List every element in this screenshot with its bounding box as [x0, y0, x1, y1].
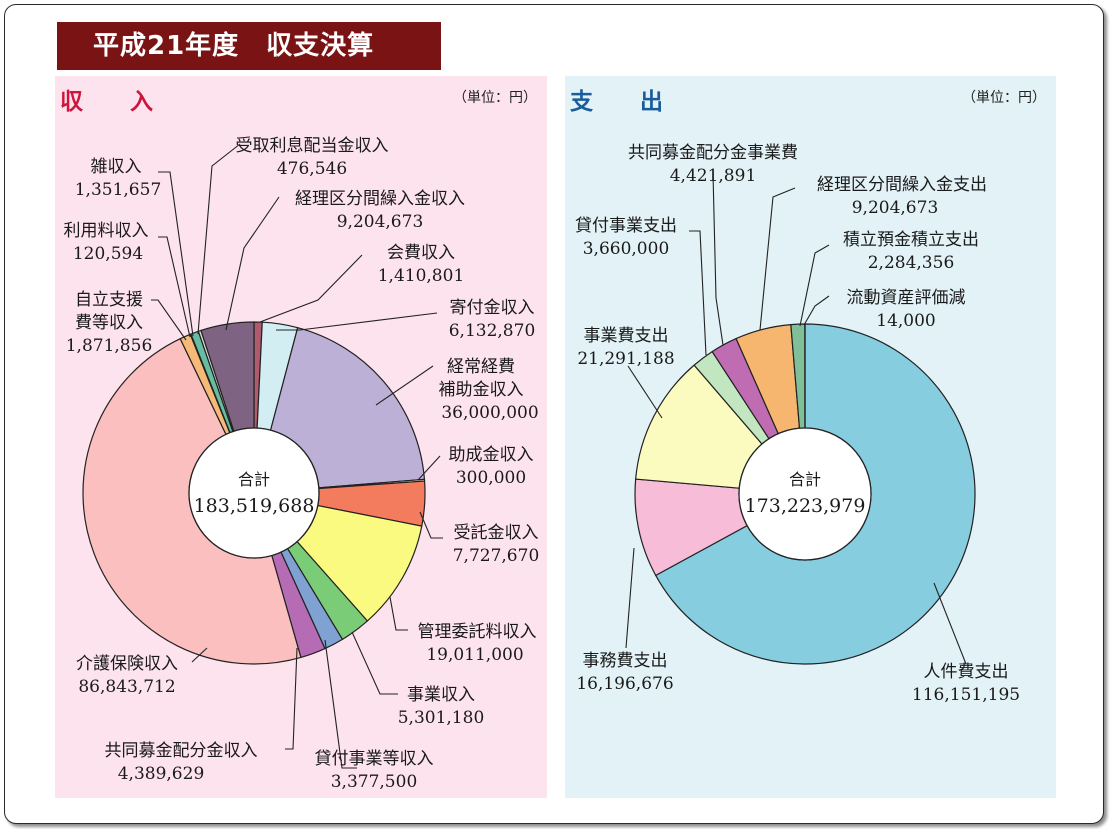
leader-kanri — [389, 596, 408, 631]
expense-label-name-3: 積立預金積立支出 — [843, 230, 979, 250]
income-label-name-7: 管理委託料収入 — [418, 622, 537, 642]
income-label-value-8: 5,301,180 — [398, 708, 485, 728]
income-label-name-11: 介護保険収入 — [76, 654, 178, 674]
leader-kifu — [276, 312, 438, 331]
income-label-value-2: 1,410,801 — [378, 266, 465, 286]
expense-label-value-2: 3,660,000 — [583, 239, 670, 259]
leader-kyodo — [285, 647, 298, 750]
expense-label-value-5: 21,291,188 — [577, 349, 674, 369]
expense-label-value-4: 14,000 — [876, 311, 935, 331]
leader-jutaku — [419, 511, 443, 539]
income-leader-lines — [151, 143, 443, 769]
income-label-value-11: 86,843,712 — [78, 677, 175, 697]
leader-zatsu — [158, 171, 194, 337]
expense-label-value-1: 9,204,673 — [852, 198, 939, 218]
leader-josei — [417, 455, 441, 481]
income-label-value-10: 4,389,629 — [118, 764, 205, 784]
income-label-name-9: 貸付事業等収入 — [315, 749, 434, 769]
expense-label-name-2: 貸付事業支出 — [575, 216, 677, 236]
income-label-value-5: 300,000 — [456, 468, 526, 488]
income-label-name-8: 事業収入 — [407, 685, 475, 705]
income-label-value-0: 476,546 — [277, 159, 347, 179]
expense-label-name-5: 事業費支出 — [584, 326, 669, 346]
income-label-name-0: 受取利息配当金収入 — [236, 136, 389, 156]
income-label-name-2: 会費収入 — [387, 243, 455, 263]
income-label-name-12: 自立支援 — [75, 290, 143, 310]
income-label-name-6: 受託金収入 — [454, 523, 539, 543]
leader-jiritsu — [151, 299, 187, 341]
leader-keijo — [375, 365, 434, 406]
income-labels: 受取利息配当金収入 476,546 経理区分間繰入金収入 9,204,673 会費収入 1… — [64, 136, 540, 792]
income-label-name-10: 共同募金配分金収入 — [105, 741, 258, 761]
leader-jimuhi — [625, 547, 635, 649]
expense-label-name-4: 流動資産評価減 — [847, 288, 966, 308]
leader-tsumitate — [799, 244, 830, 327]
income-label-name-4: 経常経費 — [447, 357, 515, 377]
income-center-hole — [188, 427, 320, 559]
income-label-name-5: 助成金収入 — [449, 445, 534, 465]
income-label-value-9: 3,377,500 — [331, 772, 418, 792]
expense-label-name-7: 人件費支出 — [924, 662, 1009, 682]
income-label-value-13: 120,594 — [73, 244, 143, 264]
leader-jigyohi — [627, 365, 663, 419]
expense-total-value: 173,223,979 — [745, 495, 866, 517]
income-label-value-4: 36,000,000 — [441, 403, 538, 423]
income-heading: 収 入 — [60, 88, 165, 115]
income-unit: （単位：円） — [453, 90, 537, 106]
leader-jigyo — [351, 631, 398, 695]
expense-label-value-3: 2,284,356 — [868, 253, 955, 273]
expense-total-label: 合計 — [789, 470, 821, 489]
page-title: 平成21年度 収支決算 — [57, 22, 441, 70]
expense-label-value-0: 4,421,891 — [670, 166, 757, 186]
income-total-value: 183,519,688 — [194, 495, 315, 517]
expense-label-name-0: 共同募金配分金事業費 — [628, 143, 798, 163]
leader-jinkenhi — [933, 582, 967, 665]
income-label-value-14: 1,351,657 — [75, 180, 162, 200]
leader-kaigo — [191, 647, 208, 663]
leader-kyodo-exp — [712, 172, 724, 346]
expense-center-hole — [738, 427, 872, 561]
income-label-name2-4: 補助金収入 — [439, 380, 524, 400]
expense-label-value-7: 116,151,195 — [912, 685, 1020, 705]
expense-labels: 共同募金配分金事業費 4,421,891 経理区分間繰入金支出 9,204,673 貸付… — [575, 143, 1020, 705]
leader-ryudo — [803, 295, 830, 326]
leader-kashitsuke — [324, 639, 357, 769]
income-label-name2-12: 費等収入 — [75, 313, 143, 333]
income-label-value-6: 7,727,670 — [453, 546, 540, 566]
income-label-value-7: 19,011,000 — [426, 645, 523, 665]
income-total-label: 合計 — [238, 470, 270, 489]
expense-heading: 支 出 — [570, 88, 675, 115]
expense-label-value-6: 16,196,676 — [576, 674, 673, 694]
leader-riyo — [158, 236, 191, 338]
income-label-name-13: 利用料収入 — [64, 221, 149, 241]
expense-unit: （単位：円） — [962, 90, 1046, 106]
expense-label-name-6: 事務費支出 — [583, 651, 668, 671]
leader-uketori — [197, 143, 241, 335]
income-label-name-1: 経理区分間繰入金収入 — [295, 189, 465, 209]
income-label-name-14: 雑収入 — [91, 157, 142, 177]
leader-keiri-out — [759, 187, 796, 331]
income-label-name-3: 寄付金収入 — [450, 298, 535, 318]
expense-label-name-1: 経理区分間繰入金支出 — [817, 175, 987, 195]
leader-keiri-in — [225, 196, 280, 331]
expense-leader-lines — [625, 172, 967, 665]
income-label-value-1: 9,204,673 — [337, 212, 424, 232]
income-donut — [82, 321, 426, 665]
leader-kashitsuke-exp — [689, 230, 707, 356]
income-label-value-12: 1,871,856 — [66, 336, 153, 356]
income-label-value-3: 6,132,870 — [449, 321, 536, 341]
leader-kaihi — [259, 254, 363, 323]
